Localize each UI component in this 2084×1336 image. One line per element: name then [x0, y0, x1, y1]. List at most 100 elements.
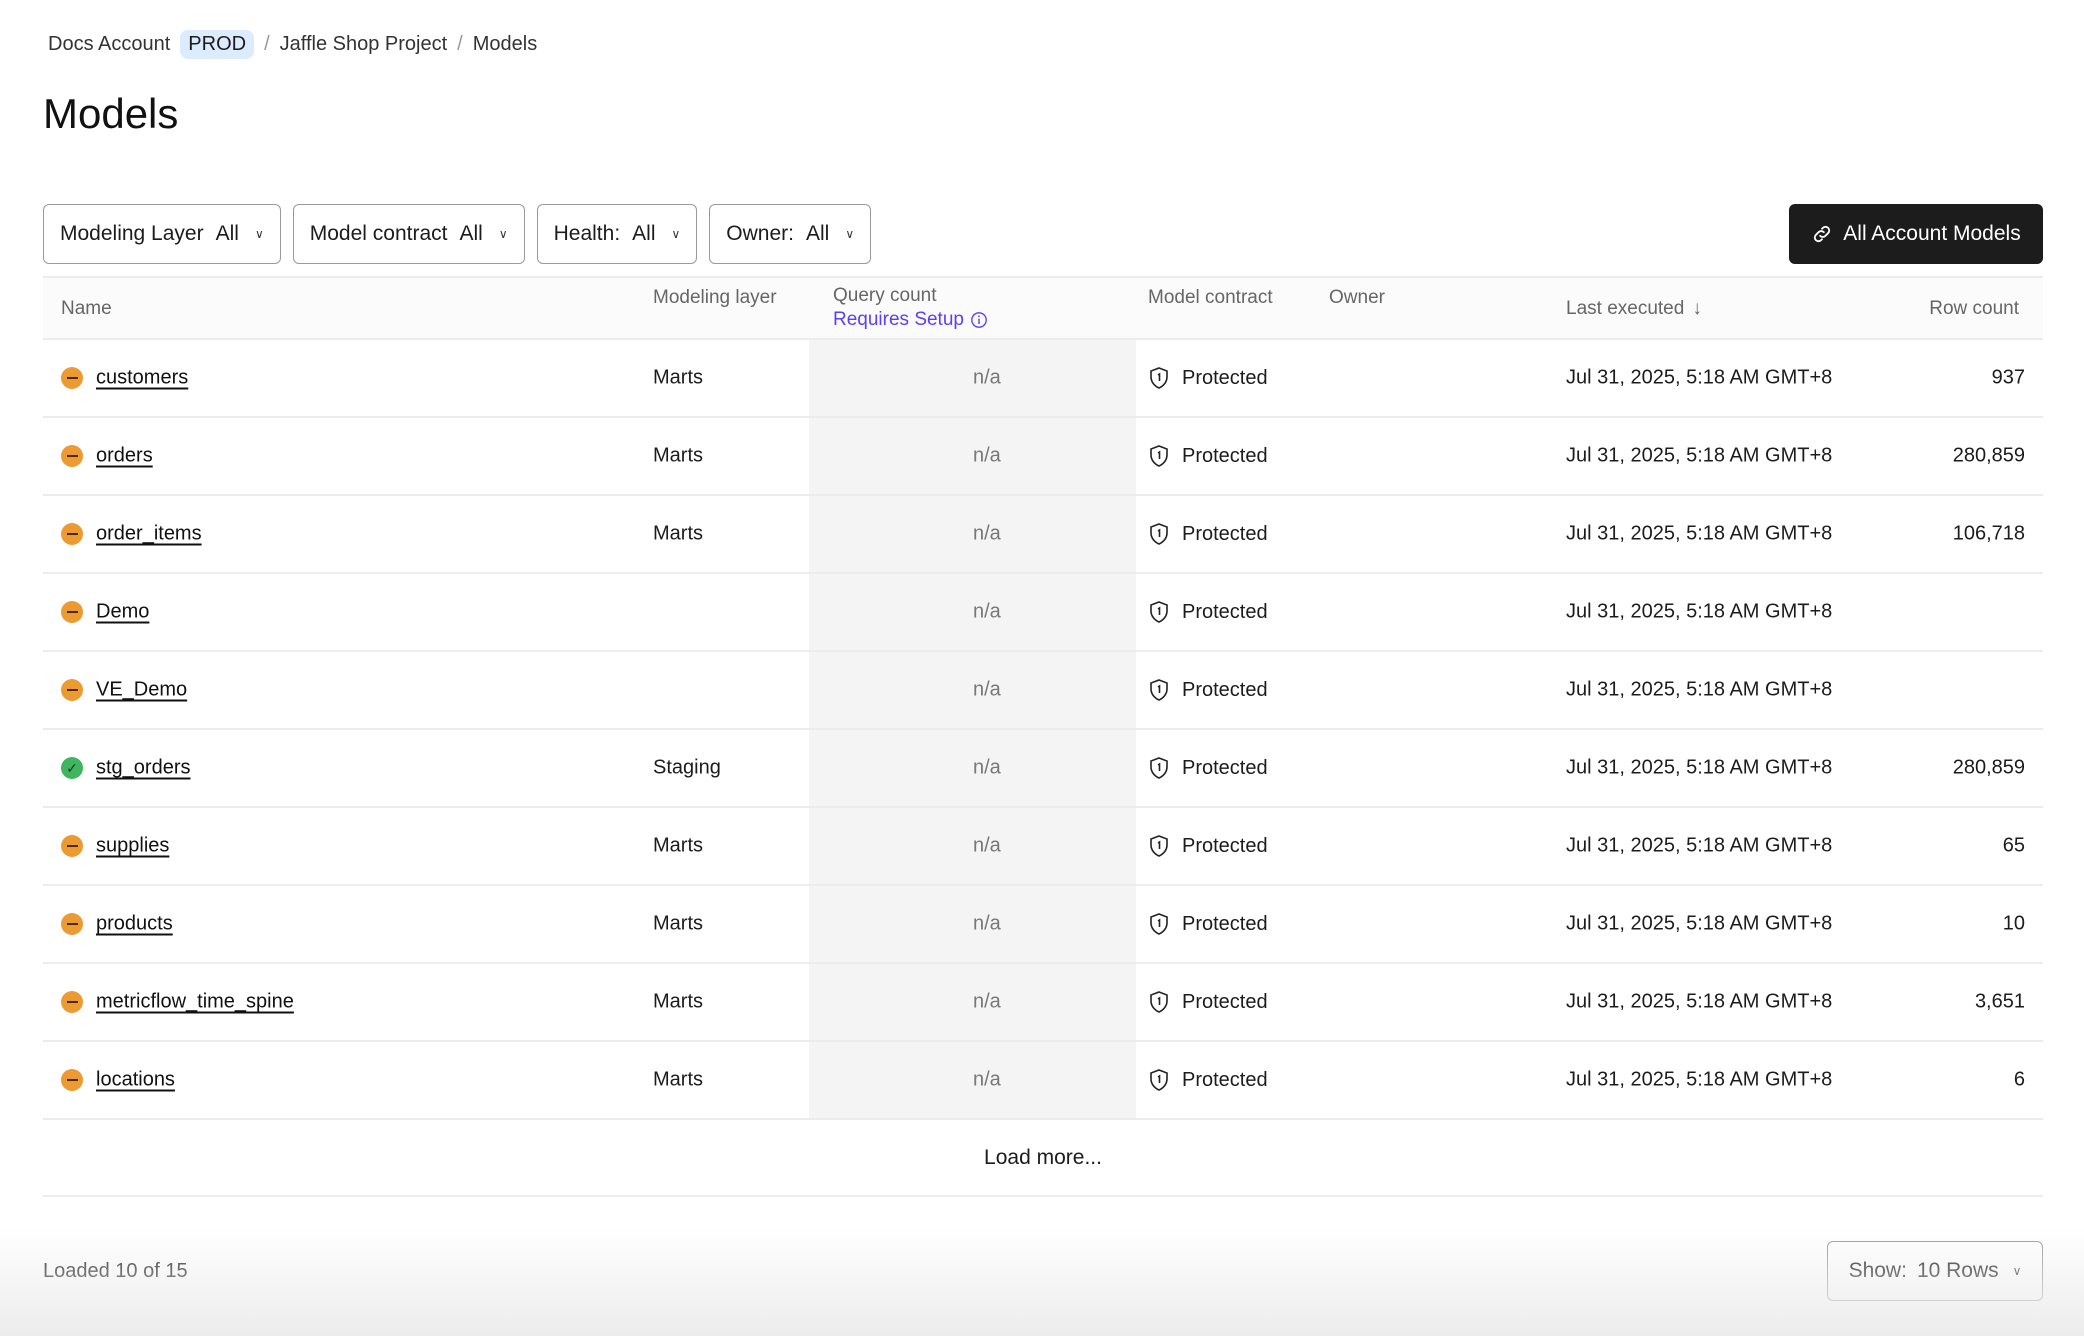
query-count-cell: n/a: [973, 912, 1001, 935]
model-name-link[interactable]: order_items: [96, 522, 202, 545]
filter-label: Health:: [553, 222, 621, 245]
filter-label: Model contract: [309, 222, 448, 245]
breadcrumb-account[interactable]: Docs Account: [48, 33, 171, 55]
health-warning-icon: [61, 679, 83, 701]
contract-label: Protected: [1182, 1068, 1268, 1091]
table-row[interactable]: locations Marts n/a Protected Jul 31, 2025, …: [43, 1042, 2043, 1120]
model-name-link[interactable]: stg_orders: [96, 756, 191, 779]
model-name-link[interactable]: customers: [96, 366, 189, 389]
contract-label: Protected: [1182, 366, 1268, 389]
filter-owner[interactable]: Owner: All ∨: [709, 204, 872, 264]
header-row-count[interactable]: Row count: [1929, 298, 2019, 319]
filter-value: All: [215, 222, 239, 245]
query-count-cell: n/a: [973, 444, 1001, 467]
row-count-cell: 280,859: [1952, 756, 2025, 779]
shield-icon: [1150, 367, 1168, 389]
chevron-down-icon: ∨: [845, 227, 855, 241]
table-row[interactable]: supplies Marts n/a Protected Jul 31, 2025, 5…: [43, 808, 2043, 886]
model-name-link[interactable]: Demo: [96, 600, 150, 623]
model-contract-cell: Protected: [1148, 678, 1268, 702]
row-count-cell: 3,651: [1974, 990, 2025, 1013]
table-row[interactable]: metricflow_time_spine Marts n/a Protected Ju…: [43, 964, 2043, 1042]
contract-label: Protected: [1182, 912, 1268, 935]
header-owner[interactable]: Owner: [1329, 287, 1385, 308]
model-contract-cell: Protected: [1148, 756, 1268, 780]
filter-modeling-layer[interactable]: Modeling Layer All ∨: [43, 204, 281, 264]
all-account-models-button[interactable]: All Account Models: [1789, 204, 2043, 264]
model-name-link[interactable]: locations: [96, 1068, 175, 1091]
shield-icon: [1150, 1069, 1168, 1091]
requires-setup-link[interactable]: Requires Setup: [833, 309, 988, 331]
last-executed-cell: Jul 31, 2025, 5:18 AM GMT+8: [1566, 678, 1833, 701]
load-more-button[interactable]: Load more...: [43, 1120, 2043, 1197]
shield-icon: [1150, 991, 1168, 1013]
query-count-cell: n/a: [973, 600, 1001, 623]
modeling-layer-cell: Marts: [653, 522, 703, 545]
contract-label: Protected: [1182, 600, 1268, 623]
query-count-cell: n/a: [973, 522, 1001, 545]
rows-per-page-select[interactable]: Show: 10 Rows ∨: [1827, 1241, 2043, 1301]
modeling-layer-cell: Staging: [653, 756, 721, 779]
model-name-link[interactable]: VE_Demo: [96, 678, 188, 701]
query-column-bg: [809, 340, 1136, 416]
filter-health[interactable]: Health: All ∨: [536, 204, 698, 264]
chevron-down-icon: ∨: [2012, 1264, 2022, 1278]
model-name-link[interactable]: products: [96, 912, 173, 935]
breadcrumb-separator: /: [264, 33, 270, 55]
query-column-bg: [809, 496, 1136, 572]
requires-setup-label: Requires Setup: [833, 309, 964, 330]
shield-icon: [1150, 757, 1168, 779]
model-contract-cell: Protected: [1148, 600, 1268, 624]
modeling-layer-cell: Marts: [653, 444, 703, 467]
filter-bar: Modeling Layer All ∨ Model contract All …: [43, 204, 872, 264]
chevron-down-icon: ∨: [671, 227, 681, 241]
contract-label: Protected: [1182, 522, 1268, 545]
model-name-link[interactable]: orders: [96, 444, 153, 467]
model-name-link[interactable]: metricflow_time_spine: [96, 990, 294, 1013]
shield-icon: [1150, 445, 1168, 467]
model-contract-cell: Protected: [1148, 444, 1268, 468]
row-count-cell: 106,718: [1952, 522, 2025, 545]
table-row[interactable]: customers Marts n/a Protected Jul 31, 2025, …: [43, 340, 2043, 418]
chevron-down-icon: ∨: [498, 227, 508, 241]
shield-icon: [1150, 679, 1168, 701]
breadcrumb-project[interactable]: Jaffle Shop Project: [279, 33, 448, 55]
query-column-bg: [809, 730, 1136, 806]
header-query-count[interactable]: Query count: [833, 285, 937, 306]
table-row[interactable]: ✓ stg_orders Staging n/a Protected Jul 31, 20…: [43, 730, 2043, 808]
table-row[interactable]: Demo n/a Protected Jul 31, 2025, 5:18 AM GM…: [43, 574, 2043, 652]
table-row[interactable]: VE_Demo n/a Protected Jul 31, 2025, 5:18 AM…: [43, 652, 2043, 730]
row-count-cell: 65: [2002, 834, 2025, 857]
last-executed-cell: Jul 31, 2025, 5:18 AM GMT+8: [1566, 990, 1833, 1013]
health-warning-icon: [61, 991, 83, 1013]
header-last-executed-label: Last executed: [1566, 298, 1685, 319]
header-name[interactable]: Name: [61, 298, 112, 319]
button-label: All Account Models: [1843, 222, 2021, 245]
last-executed-cell: Jul 31, 2025, 5:18 AM GMT+8: [1566, 912, 1833, 935]
last-executed-cell: Jul 31, 2025, 5:18 AM GMT+8: [1566, 444, 1833, 467]
filter-model-contract[interactable]: Model contract All ∨: [292, 204, 525, 264]
health-warning-icon: [61, 913, 83, 935]
header-model-contract[interactable]: Model contract: [1148, 287, 1273, 308]
query-column-bg: [809, 1042, 1136, 1118]
show-value: 10 Rows: [1916, 1259, 1999, 1282]
show-label: Show:: [1848, 1259, 1907, 1282]
header-last-executed[interactable]: Last executed ↓: [1566, 298, 1702, 320]
health-warning-icon: [61, 367, 83, 389]
query-count-cell: n/a: [973, 756, 1001, 779]
table-row[interactable]: orders Marts n/a Protected Jul 31, 2025, 5:1…: [43, 418, 2043, 496]
modeling-layer-cell: Marts: [653, 912, 703, 935]
model-contract-cell: Protected: [1148, 834, 1268, 858]
model-contract-cell: Protected: [1148, 522, 1268, 546]
last-executed-cell: Jul 31, 2025, 5:18 AM GMT+8: [1566, 522, 1833, 545]
query-count-cell: n/a: [973, 678, 1001, 701]
table-row[interactable]: order_items Marts n/a Protected Jul 31, 2025…: [43, 496, 2043, 574]
models-table: Name Modeling layer Query count Requires…: [43, 276, 2043, 1197]
model-name-link[interactable]: supplies: [96, 834, 170, 857]
health-warning-icon: [61, 445, 83, 467]
header-modeling-layer[interactable]: Modeling layer: [653, 287, 777, 308]
env-badge: PROD: [180, 30, 255, 59]
contract-label: Protected: [1182, 756, 1268, 779]
table-row[interactable]: products Marts n/a Protected Jul 31, 2025, 5…: [43, 886, 2043, 964]
query-count-cell: n/a: [973, 990, 1001, 1013]
